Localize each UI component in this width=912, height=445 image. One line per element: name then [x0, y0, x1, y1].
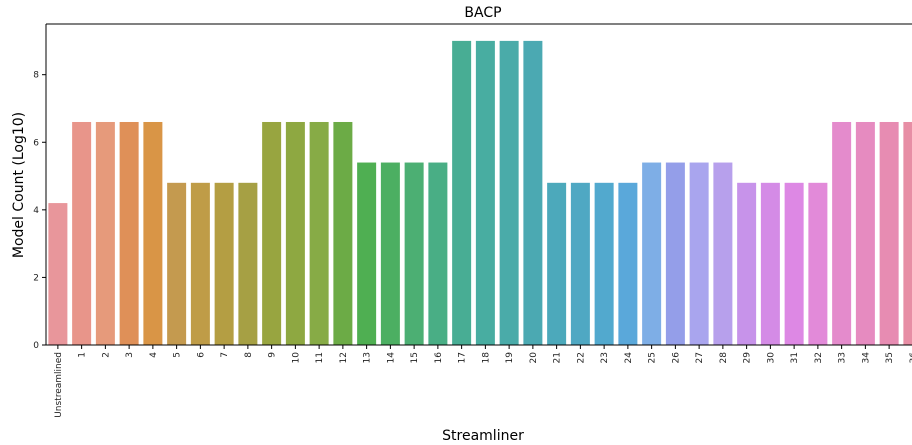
- x-tick-label: 13: [363, 352, 373, 363]
- x-tick-label: 14: [386, 352, 396, 364]
- bar-24: [618, 182, 638, 345]
- x-tick-label: 20: [529, 352, 539, 364]
- bar-34: [855, 121, 875, 346]
- y-axis: 0 2 4 6 8: [33, 23, 912, 351]
- y-axis-label: Model Count (Log10): [11, 112, 27, 258]
- x-tick-label: 29: [743, 352, 753, 364]
- bar-28: [713, 162, 733, 345]
- bar-14: [380, 162, 400, 345]
- x-tick-label: 35: [885, 352, 895, 363]
- bar-9: [262, 121, 282, 346]
- bar-32: [808, 182, 828, 345]
- x-tick-label: 5: [173, 352, 183, 358]
- x-tick-label: 8: [244, 352, 254, 358]
- y-tick-label: 6: [33, 138, 39, 148]
- x-tick-label: 10: [291, 352, 301, 364]
- bar-18: [475, 40, 495, 345]
- x-tick-label: 28: [719, 352, 729, 364]
- bar-20: [523, 40, 543, 345]
- x-tick-label: 9: [268, 352, 278, 358]
- bar-31: [784, 182, 804, 345]
- x-tick-label: 33: [838, 352, 848, 363]
- x-axis-label: Streamliner: [442, 428, 524, 444]
- y-tick-label: 2: [33, 273, 39, 283]
- bar-35: [879, 121, 899, 346]
- x-tick-label: 26: [671, 352, 681, 364]
- bar-5: [167, 182, 187, 345]
- bars: [48, 40, 912, 346]
- bar-2: [95, 121, 115, 346]
- bar-13: [357, 162, 377, 345]
- bar-21: [547, 182, 567, 345]
- x-tick-label: 21: [553, 352, 563, 363]
- y-tick-label: 0: [33, 341, 39, 351]
- x-tick-label: 1: [78, 352, 88, 358]
- x-tick-label: 25: [648, 352, 658, 363]
- bar-6: [190, 182, 210, 345]
- x-tick-label: 4: [149, 352, 159, 358]
- bar-27: [689, 162, 709, 345]
- bar-36: [903, 121, 912, 346]
- x-tick-label: 31: [790, 352, 800, 363]
- bar-33: [832, 121, 852, 346]
- bar-8: [238, 182, 258, 345]
- bar-12: [333, 121, 353, 346]
- bar-11: [309, 121, 329, 346]
- bar-29: [737, 182, 757, 345]
- x-tick-label: 32: [814, 352, 824, 363]
- x-tick-label: 24: [624, 352, 634, 364]
- x-tick-label: 30: [766, 352, 776, 364]
- x-tick-label: 11: [315, 352, 325, 363]
- bar-25: [642, 162, 662, 345]
- bar-23: [594, 182, 614, 345]
- x-tick-label: 19: [505, 352, 515, 364]
- x-tick-label: 36: [909, 352, 912, 364]
- y-tick-label: 4: [33, 206, 39, 216]
- bar-4: [143, 121, 163, 346]
- x-tick-label: Unstreamlined: [54, 352, 64, 418]
- bar-26: [665, 162, 685, 345]
- x-tick-label: 18: [481, 352, 491, 364]
- x-tick-label: 6: [196, 352, 206, 358]
- bar-1: [72, 121, 92, 346]
- bar-22: [570, 182, 590, 345]
- x-tick-label: 16: [434, 352, 444, 364]
- bar-3: [119, 121, 139, 346]
- x-tick-label: 3: [125, 352, 135, 358]
- bar-7: [214, 182, 234, 345]
- x-tick-label: 12: [339, 352, 349, 363]
- x-tick-label: 7: [220, 352, 230, 358]
- y-tick-label: 8: [33, 71, 39, 81]
- bar-30: [760, 182, 780, 345]
- x-tick-label: 22: [576, 352, 586, 363]
- bar-16: [428, 162, 448, 345]
- x-tick-label: 2: [101, 352, 111, 358]
- bar-19: [499, 40, 519, 345]
- bar-Unstreamlined: [48, 203, 68, 345]
- x-tick-label: 27: [695, 352, 705, 363]
- chart-title: BACP: [464, 5, 501, 21]
- x-tick-label: 15: [410, 352, 420, 363]
- bar-15: [404, 162, 424, 345]
- bar-10: [285, 121, 305, 346]
- bar-17: [452, 40, 472, 345]
- x-axis: Unstreamlined 1 2 3 4 5 6 7 8 9 10 11 12 13 14 15 16 17 18…: [54, 345, 912, 418]
- x-tick-label: 23: [600, 352, 610, 363]
- x-tick-label: 34: [861, 352, 871, 364]
- x-tick-label: 17: [458, 352, 468, 363]
